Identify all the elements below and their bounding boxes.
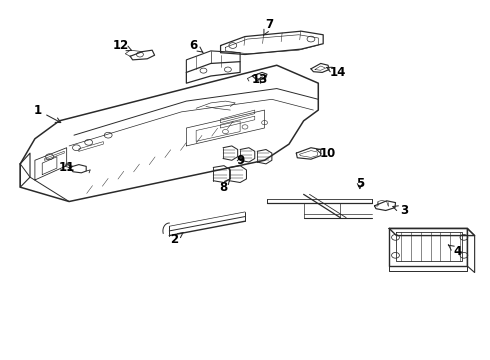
- Text: 2: 2: [170, 233, 183, 246]
- Text: 3: 3: [393, 204, 408, 217]
- Text: 12: 12: [112, 39, 132, 52]
- Text: 14: 14: [326, 66, 346, 79]
- Text: 6: 6: [190, 39, 203, 52]
- Text: 13: 13: [251, 73, 268, 86]
- Text: 8: 8: [219, 179, 230, 194]
- Text: 7: 7: [264, 18, 273, 36]
- Text: 5: 5: [356, 177, 364, 190]
- Text: 9: 9: [236, 154, 244, 167]
- Text: 1: 1: [33, 104, 61, 122]
- Text: 10: 10: [317, 147, 336, 159]
- Text: 11: 11: [58, 161, 75, 174]
- Text: 4: 4: [448, 245, 462, 258]
